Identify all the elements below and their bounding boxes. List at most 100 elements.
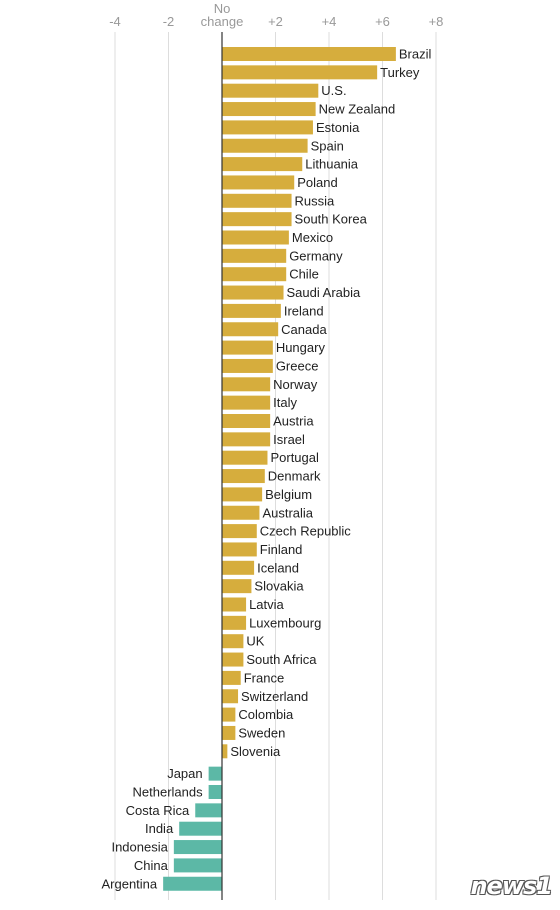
category-label: New Zealand: [319, 102, 396, 117]
category-label: Greece: [276, 358, 319, 373]
category-label: Hungary: [276, 340, 326, 355]
category-label: Estonia: [316, 120, 360, 135]
bar: [222, 615, 247, 630]
category-label: Slovakia: [254, 579, 304, 594]
category-label: China: [134, 858, 169, 873]
category-label: Norway: [273, 377, 318, 392]
bar: [222, 579, 252, 594]
category-label: Australia: [262, 505, 313, 520]
bar: [222, 212, 292, 227]
bar: [222, 542, 257, 557]
bar: [222, 175, 295, 190]
category-label: Netherlands: [133, 785, 204, 800]
category-label: Latvia: [249, 597, 284, 612]
bar: [222, 670, 241, 685]
bar: [222, 487, 263, 502]
category-label: Israel: [273, 432, 305, 447]
category-label: Lithuania: [305, 157, 359, 172]
category-label: Chile: [289, 267, 319, 282]
bar: [222, 102, 316, 117]
bar: [222, 377, 271, 392]
x-tick-label-zero: No change: [201, 1, 244, 29]
bar: [222, 634, 244, 649]
bar: [222, 120, 313, 135]
bar: [222, 230, 289, 245]
category-label: Turkey: [380, 65, 420, 80]
bar: [173, 858, 222, 873]
bar: [222, 652, 244, 667]
category-label: Slovenia: [230, 744, 281, 759]
category-label: Argentina: [101, 876, 157, 891]
bar: [222, 358, 273, 373]
category-label: Colombia: [238, 707, 294, 722]
x-tick-label: +8: [429, 14, 444, 29]
category-label: Portugal: [270, 450, 319, 465]
bar: [222, 267, 287, 282]
category-label: Italy: [273, 395, 297, 410]
category-label: France: [244, 670, 284, 685]
bar: [222, 414, 271, 428]
bar: [208, 766, 222, 781]
bar: [222, 83, 319, 98]
bar: [222, 744, 228, 759]
category-label: Luxembourg: [249, 615, 321, 630]
category-label: Mexico: [292, 230, 333, 245]
bar: [222, 450, 268, 465]
category-label: Canada: [281, 322, 327, 337]
bar: [179, 821, 222, 836]
category-label: Brazil: [399, 47, 432, 62]
category-label: Saudi Arabia: [287, 285, 361, 300]
bar: [173, 840, 222, 855]
bar: [222, 560, 255, 575]
category-label: Denmark: [268, 469, 321, 484]
bar: [222, 193, 292, 208]
x-tick-label: -2: [163, 14, 175, 29]
bar: [208, 785, 222, 799]
x-tick-label: +2: [268, 14, 283, 29]
category-label: Poland: [297, 175, 337, 190]
category-label: Sweden: [238, 725, 285, 740]
category-label: U.S.: [321, 83, 346, 98]
news1-logo: news1: [470, 872, 553, 900]
category-label: Japan: [167, 766, 202, 781]
bar: [222, 322, 279, 337]
bar: [222, 303, 281, 318]
category-label: South Africa: [246, 652, 317, 667]
category-label: Austria: [273, 414, 314, 429]
bar: [222, 340, 273, 355]
category-label: Russia: [295, 193, 336, 208]
category-label: Finland: [260, 542, 303, 557]
x-tick-label: +4: [322, 14, 337, 29]
bar: [222, 689, 239, 704]
category-label: Spain: [311, 138, 344, 153]
bar: [222, 65, 378, 80]
bar: [222, 248, 287, 263]
bar: [195, 803, 222, 818]
bar: [222, 395, 271, 410]
category-label: UK: [246, 634, 264, 649]
category-label: Germany: [289, 248, 343, 263]
category-label: Costa Rica: [126, 803, 190, 818]
bar: [222, 285, 284, 300]
bar: [222, 707, 236, 722]
x-tick-label: -4: [109, 14, 121, 29]
category-label: Ireland: [284, 303, 324, 318]
category-label: Belgium: [265, 487, 312, 502]
bar: [163, 876, 222, 891]
bar: [222, 469, 265, 484]
bar: [222, 138, 308, 153]
category-label: Indonesia: [111, 840, 168, 855]
category-label: Czech Republic: [260, 524, 352, 539]
category-label: South Korea: [295, 212, 368, 227]
category-label: Iceland: [257, 560, 299, 575]
category-label: Switzerland: [241, 689, 308, 704]
x-tick-label: +6: [375, 14, 390, 29]
category-label: India: [145, 821, 174, 836]
bar: [222, 524, 257, 539]
bar: [222, 725, 236, 740]
bar: [222, 432, 271, 447]
bar: [222, 47, 396, 61]
bar: [222, 597, 247, 612]
bar: [222, 157, 303, 172]
